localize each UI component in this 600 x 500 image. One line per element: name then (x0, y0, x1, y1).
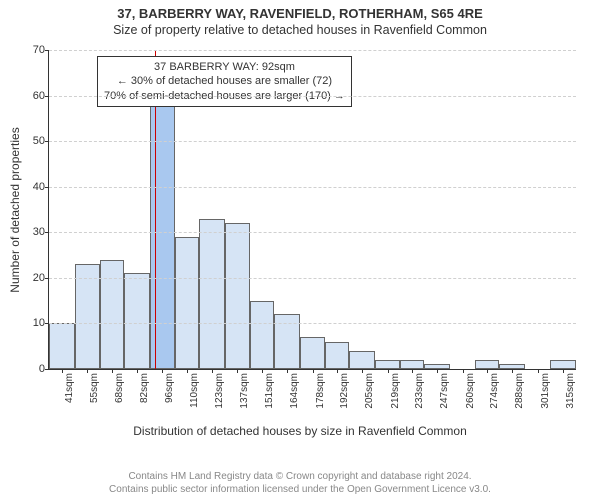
histogram-bar (475, 360, 499, 369)
y-tick-label: 30 (33, 226, 45, 238)
y-tick-label: 50 (33, 135, 45, 147)
x-tick-label: 288sqm (514, 373, 525, 409)
gridline (49, 232, 576, 233)
x-tick-mark (538, 369, 539, 373)
y-tick-label: 40 (33, 181, 45, 193)
x-tick-mark (137, 369, 138, 373)
footer-line2: Contains public sector information licen… (0, 483, 600, 496)
histogram-bar (300, 337, 326, 369)
x-tick-label: 137sqm (239, 373, 250, 409)
histogram-bar (349, 351, 375, 369)
footer: Contains HM Land Registry data © Crown c… (0, 470, 600, 496)
annotation-box: 37 BARBERRY WAY: 92sqm ← 30% of detached… (97, 56, 352, 107)
x-tick-label: 274sqm (489, 373, 500, 409)
histogram-bar (250, 301, 274, 369)
plot-area: 37 BARBERRY WAY: 92sqm ← 30% of detached… (48, 50, 576, 370)
x-tick-label: 219sqm (390, 373, 401, 409)
y-axis-label: Number of detached properties (8, 127, 22, 292)
y-tick-label: 70 (33, 44, 45, 56)
y-tick-mark (45, 232, 49, 233)
x-tick-mark (187, 369, 188, 373)
footer-line1: Contains HM Land Registry data © Crown c… (0, 470, 600, 483)
histogram-bar (49, 323, 75, 369)
y-tick-label: 10 (33, 317, 45, 329)
y-tick-label: 60 (33, 90, 45, 102)
histogram-bar (375, 360, 401, 369)
y-tick-mark (45, 96, 49, 97)
y-tick-mark (45, 187, 49, 188)
y-tick-mark (45, 323, 49, 324)
y-tick-mark (45, 141, 49, 142)
x-tick-mark (287, 369, 288, 373)
x-tick-label: 260sqm (465, 373, 476, 409)
x-tick-mark (463, 369, 464, 373)
page-title: 37, BARBERRY WAY, RAVENFIELD, ROTHERHAM,… (0, 0, 600, 21)
gridline (49, 141, 576, 142)
y-tick-mark (45, 278, 49, 279)
x-tick-mark (62, 369, 63, 373)
x-tick-mark (437, 369, 438, 373)
x-tick-mark (388, 369, 389, 373)
gridline (49, 187, 576, 188)
x-tick-label: 178sqm (315, 373, 326, 409)
histogram-bar (325, 342, 349, 369)
gridline (49, 323, 576, 324)
histogram-bar (225, 223, 251, 369)
gridline (49, 96, 576, 97)
x-tick-label: 123sqm (214, 373, 225, 409)
histogram-bar (100, 260, 124, 369)
x-tick-label: 151sqm (264, 373, 275, 409)
x-tick-mark (212, 369, 213, 373)
x-tick-label: 315sqm (565, 373, 576, 409)
x-tick-label: 41sqm (64, 373, 75, 403)
histogram-bar (124, 273, 150, 369)
x-tick-label: 164sqm (289, 373, 300, 409)
histogram-bar (150, 105, 176, 369)
x-tick-label: 55sqm (89, 373, 100, 403)
x-tick-label: 247sqm (439, 373, 450, 409)
x-tick-mark (362, 369, 363, 373)
chart-container: Number of detached properties 37 BARBERR… (0, 42, 600, 432)
x-axis-label: Distribution of detached houses by size … (0, 424, 600, 438)
gridline (49, 50, 576, 51)
page-subtitle: Size of property relative to detached ho… (0, 21, 600, 37)
x-tick-mark (112, 369, 113, 373)
histogram-bar (199, 219, 225, 369)
x-tick-label: 301sqm (540, 373, 551, 409)
annotation-line1: 37 BARBERRY WAY: 92sqm (104, 60, 345, 74)
histogram-bar (550, 360, 576, 369)
x-tick-label: 205sqm (364, 373, 375, 409)
annotation-line2: ← 30% of detached houses are smaller (72… (104, 74, 345, 88)
x-tick-label: 96sqm (164, 373, 175, 403)
x-tick-label: 192sqm (339, 373, 350, 409)
x-tick-label: 110sqm (189, 373, 200, 408)
x-tick-label: 68sqm (114, 373, 125, 403)
histogram-bar (175, 237, 199, 369)
x-tick-mark (313, 369, 314, 373)
x-tick-label: 82sqm (139, 373, 150, 403)
histogram-bar (75, 264, 101, 369)
x-tick-label: 233sqm (414, 373, 425, 409)
histogram-bar (400, 360, 424, 369)
y-tick-mark (45, 50, 49, 51)
x-tick-mark (512, 369, 513, 373)
y-tick-label: 20 (33, 272, 45, 284)
y-tick-mark (45, 369, 49, 370)
gridline (49, 278, 576, 279)
